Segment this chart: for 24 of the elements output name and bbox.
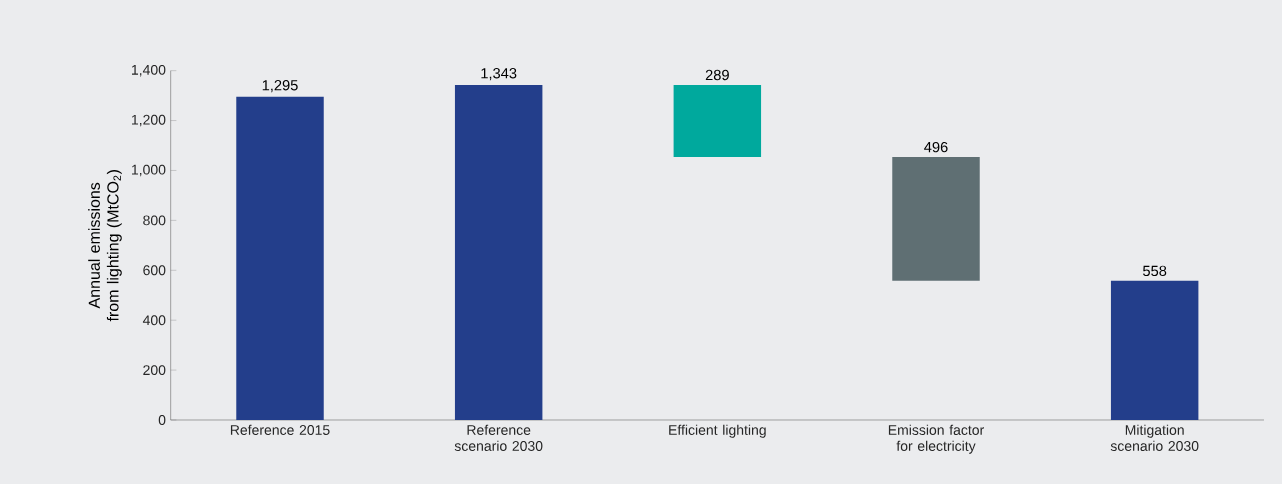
y-tick-label: 1,200 [132, 114, 166, 127]
bar [673, 84, 762, 157]
y-tick-label: 1,400 [132, 64, 166, 77]
bar [236, 96, 324, 420]
x-tick-label: Efficient lighting [669, 424, 766, 438]
x-tick-label: Emission factor for electricity [888, 424, 984, 454]
bar [1110, 280, 1199, 420]
y-tick-label: 0 [158, 415, 166, 425]
data-label: 1,343 [481, 68, 517, 81]
data-label: 496 [924, 141, 948, 153]
bar [454, 84, 543, 420]
x-tick-label: Mitigation scenario 2030 [1110, 424, 1199, 451]
y-tick-label: 800 [143, 215, 166, 226]
y-tick-label: 1,000 [132, 164, 166, 177]
x-tick-label: Reference scenario 2030 [454, 424, 543, 451]
y-axis-title: Annual emissions from lighting (MtCO$_{2}$) [88, 170, 122, 322]
x-tick-label: Reference 2015 [230, 424, 330, 435]
bar [892, 156, 980, 281]
y-tick-label: 200 [143, 365, 166, 376]
data-label: 289 [705, 69, 729, 81]
y-tick-label: 600 [143, 265, 166, 276]
y-tick-label: 400 [142, 315, 166, 326]
data-label: 558 [1143, 265, 1167, 277]
data-label: 1,295 [262, 80, 298, 93]
